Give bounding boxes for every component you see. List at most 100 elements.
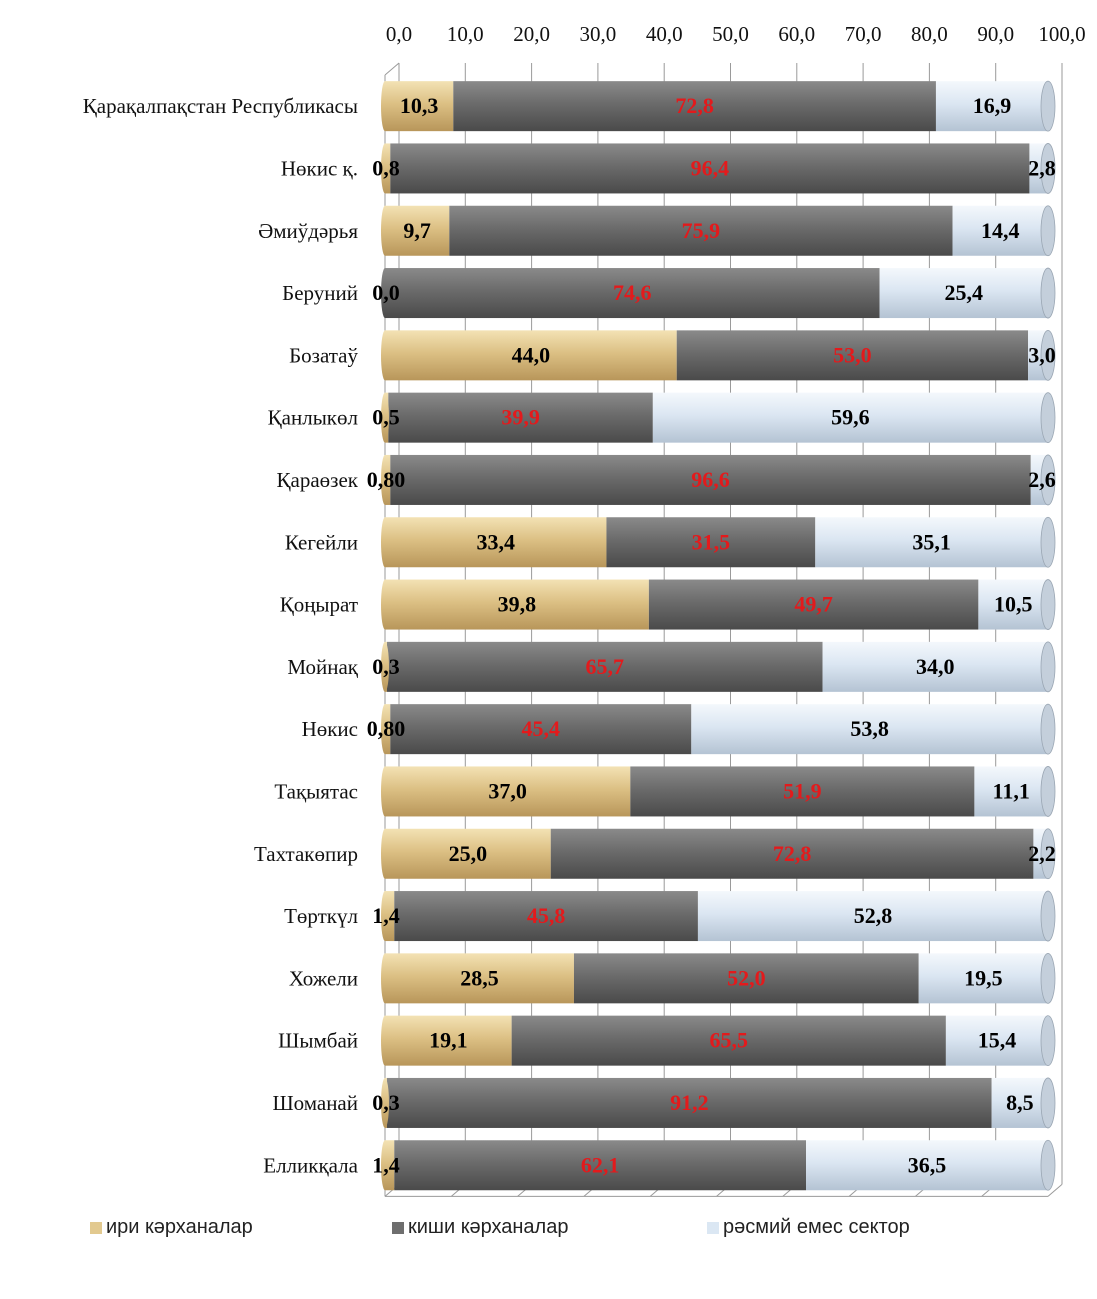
data-label: 8,5 <box>1006 1090 1034 1115</box>
legend-item-informal: рәсмий емес сектор <box>707 1216 910 1239</box>
bar-segment <box>385 517 607 568</box>
data-label: 59,6 <box>831 405 870 430</box>
data-label: 51,9 <box>783 778 822 803</box>
bar-end-cap <box>1040 329 1056 381</box>
bar-start-cap <box>381 517 389 568</box>
bar-segment <box>511 1015 946 1066</box>
data-label: 19,1 <box>429 1028 468 1053</box>
legend-swatch-informal <box>707 1221 719 1234</box>
bar-segment <box>697 891 1048 942</box>
bar-segment <box>390 143 1030 194</box>
data-label: 15,4 <box>978 1028 1017 1053</box>
category-label: Қараөзек <box>277 468 359 492</box>
bar-segment <box>952 205 1048 256</box>
axis-line <box>384 62 400 76</box>
bar-segment <box>648 579 979 630</box>
bar-start-cap <box>381 1140 389 1191</box>
bar-start-cap <box>381 454 389 505</box>
bar-segment <box>815 517 1048 568</box>
legend-item-small: киши кәрханалар <box>392 1216 568 1239</box>
legend-swatch-large <box>90 1221 102 1234</box>
bar-end-cap <box>1040 890 1056 942</box>
x-tick-label: 40,0 <box>646 22 683 46</box>
category-label: Елликқала <box>263 1153 358 1177</box>
bar-segment <box>385 828 551 879</box>
data-label: 96,4 <box>691 155 730 180</box>
legend-label-informal: рәсмий емес сектор <box>723 1216 910 1238</box>
bar-start-cap <box>381 1015 389 1066</box>
bar-segment <box>385 891 395 942</box>
bar-segment <box>991 1077 1048 1128</box>
bar-segment <box>386 641 823 692</box>
x-tick-label: 80,0 <box>911 22 948 46</box>
data-label: 45,4 <box>522 716 561 741</box>
bar-segment <box>822 641 1048 692</box>
x-tick-label: 100,0 <box>1038 22 1085 46</box>
bar-start-cap <box>381 766 389 817</box>
floor-gridline <box>1047 1184 1063 1197</box>
bar-segment <box>691 704 1048 755</box>
data-label: 19,5 <box>964 965 1003 990</box>
bar-start-cap <box>381 641 389 692</box>
legend-swatch-small <box>392 1221 404 1234</box>
x-tick-label: 70,0 <box>845 22 882 46</box>
x-axis: 0,0 10,0 20,0 30,0 40,0 50,0 60,0 70,0 80,0 90,0 1… <box>384 22 1086 1197</box>
legend-label-small: киши кәрханалар <box>408 1216 569 1238</box>
x-tick-label: 30,0 <box>580 22 617 46</box>
bar-segment <box>606 517 816 568</box>
bar-start-cap <box>381 891 389 942</box>
bar-end-cap <box>1040 1077 1056 1129</box>
data-label: 72,8 <box>675 93 714 118</box>
bar-segment <box>676 330 1029 381</box>
bar-start-cap <box>381 392 389 443</box>
bar-start-cap <box>381 205 389 256</box>
bar-segment <box>630 766 975 817</box>
data-label: 45,8 <box>527 903 566 928</box>
data-labels: 10,3 72,8 16,9 0,8 96,4 2,8 9,7 75,9 14,4 0,0 74,6… <box>367 93 1056 1177</box>
bars <box>381 80 1056 1191</box>
x-tick-label: 50,0 <box>712 22 749 46</box>
category-label: Әмиўдәрья <box>258 219 358 243</box>
data-label: 10,5 <box>994 592 1033 617</box>
bar-segment <box>385 579 649 630</box>
data-label: 34,0 <box>916 654 955 679</box>
bar-end-cap <box>1040 143 1056 194</box>
bar-start-cap <box>381 953 389 1004</box>
data-label: 14,4 <box>981 218 1020 243</box>
data-label: 0,5 <box>372 405 400 430</box>
x-tick-label: 10,0 <box>447 22 484 46</box>
data-label: 0,80 <box>367 716 406 741</box>
bar-segment <box>935 81 1048 132</box>
data-label: 96,6 <box>691 467 730 492</box>
bar-segment <box>386 1077 992 1128</box>
bar-end-cap <box>1040 516 1056 568</box>
category-label: Қарақалпақстан Республикасы <box>83 94 358 118</box>
bar-segment <box>652 392 1048 443</box>
data-label: 25,4 <box>945 280 984 305</box>
x-tick-label: 20,0 <box>513 22 550 46</box>
x-tick-label: 0,0 <box>386 22 412 46</box>
data-label: 44,0 <box>512 342 551 367</box>
bar-segment <box>390 704 692 755</box>
category-label: Тақыятас <box>274 779 358 803</box>
category-label: Бозатаў <box>289 343 358 367</box>
bar-segment <box>385 330 677 381</box>
bar-end-cap <box>1040 205 1056 257</box>
bar-start-cap <box>381 81 389 132</box>
data-label: 10,3 <box>400 93 439 118</box>
data-label: 36,5 <box>908 1152 947 1177</box>
data-label: 31,5 <box>692 529 731 554</box>
data-label: 0,0 <box>372 280 400 305</box>
data-label: 16,9 <box>973 93 1012 118</box>
data-label: 2,8 <box>1028 155 1056 180</box>
data-label: 0,8 <box>372 155 400 180</box>
data-label: 49,7 <box>794 592 833 617</box>
data-label: 1,4 <box>372 1152 400 1177</box>
bar-segment <box>385 205 450 256</box>
data-label: 0,3 <box>372 654 400 679</box>
bar-segment <box>385 1140 395 1191</box>
data-label: 33,4 <box>476 529 515 554</box>
bar-end-cap <box>1040 267 1056 319</box>
bar-start-cap <box>381 828 389 879</box>
data-label: 65,5 <box>710 1028 749 1053</box>
